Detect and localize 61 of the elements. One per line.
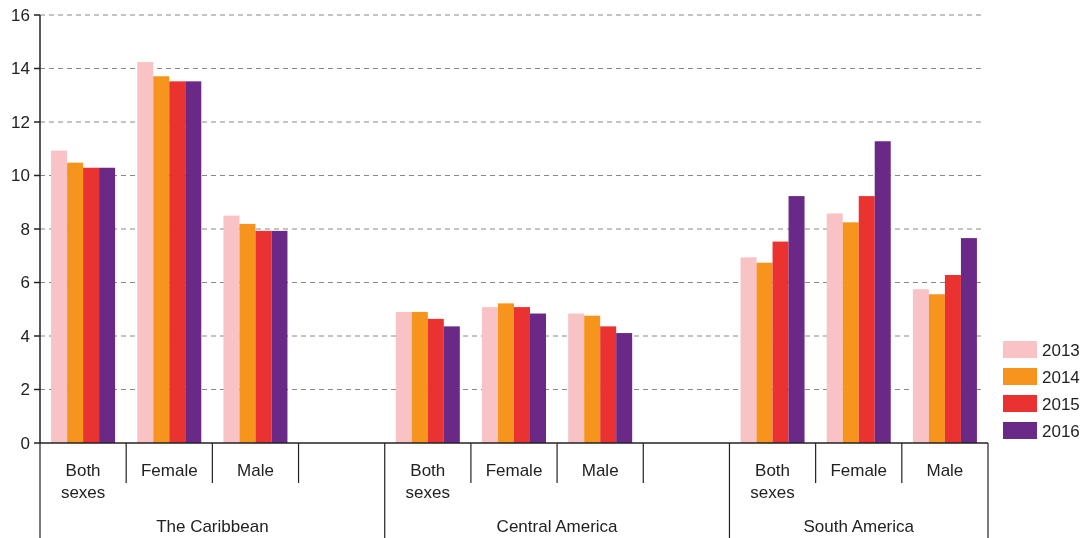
y-tick-label: 14 xyxy=(11,59,30,79)
x-tick-label: Female xyxy=(485,461,543,480)
x-tick-label: Female xyxy=(830,461,888,480)
y-tick-label: 2 xyxy=(20,380,30,400)
bar xyxy=(514,307,530,443)
bar xyxy=(584,315,601,443)
bar xyxy=(740,257,757,443)
bar xyxy=(395,311,412,443)
text: Central America xyxy=(496,517,619,536)
y-tick-label: 8 xyxy=(20,219,30,239)
bar xyxy=(482,307,498,443)
bar xyxy=(616,333,633,443)
bar xyxy=(67,162,84,443)
y-tick-label: 16 xyxy=(11,5,30,25)
legend-label: 2016 xyxy=(1042,421,1080,441)
bar xyxy=(858,196,875,443)
bar xyxy=(928,294,945,443)
bar xyxy=(788,196,805,443)
bar xyxy=(826,213,843,443)
legend-label: 2014 xyxy=(1042,367,1080,387)
bar xyxy=(223,215,240,443)
bar xyxy=(960,238,977,443)
bar xyxy=(443,326,460,443)
x-tick-label: Female xyxy=(140,461,198,480)
bar xyxy=(530,313,546,443)
x-tick-label: Male xyxy=(926,461,964,480)
bar xyxy=(874,141,891,443)
text: South America xyxy=(803,517,915,536)
bar xyxy=(255,230,272,443)
y-tick-label: 6 xyxy=(20,273,30,293)
x-tick-label: Both sexes xyxy=(750,461,795,502)
bar xyxy=(772,241,789,443)
bar xyxy=(427,318,444,443)
x-tick-label: Both sexes xyxy=(405,461,451,502)
bar xyxy=(498,303,514,443)
bar xyxy=(756,262,773,443)
bar xyxy=(239,223,256,443)
x-tick-label: Male xyxy=(581,461,619,480)
y-tick-label: 10 xyxy=(11,166,30,186)
x-tick-label: Both sexes xyxy=(60,461,106,502)
bar xyxy=(83,167,100,443)
bar xyxy=(169,81,186,443)
bar xyxy=(944,275,961,443)
text: The Caribbean xyxy=(156,517,269,536)
legend-label: 2015 xyxy=(1042,394,1080,414)
y-tick-label: 4 xyxy=(20,326,30,346)
y-tick-label: 12 xyxy=(11,112,30,132)
bar xyxy=(51,150,68,443)
bar xyxy=(912,289,929,443)
bar xyxy=(185,81,202,443)
bar xyxy=(600,326,617,443)
bar xyxy=(153,76,170,443)
x-tick-label: Male xyxy=(237,461,274,480)
bar xyxy=(411,311,428,443)
bar xyxy=(842,222,859,443)
bar xyxy=(271,230,288,443)
bar xyxy=(137,62,154,443)
bar xyxy=(568,313,585,443)
y-tick-label: 0 xyxy=(20,433,30,453)
legend-label: 2013 xyxy=(1042,340,1080,360)
bar xyxy=(99,167,116,443)
